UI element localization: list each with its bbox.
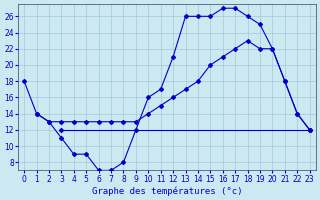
X-axis label: Graphe des températures (°c): Graphe des températures (°c) xyxy=(92,186,242,196)
